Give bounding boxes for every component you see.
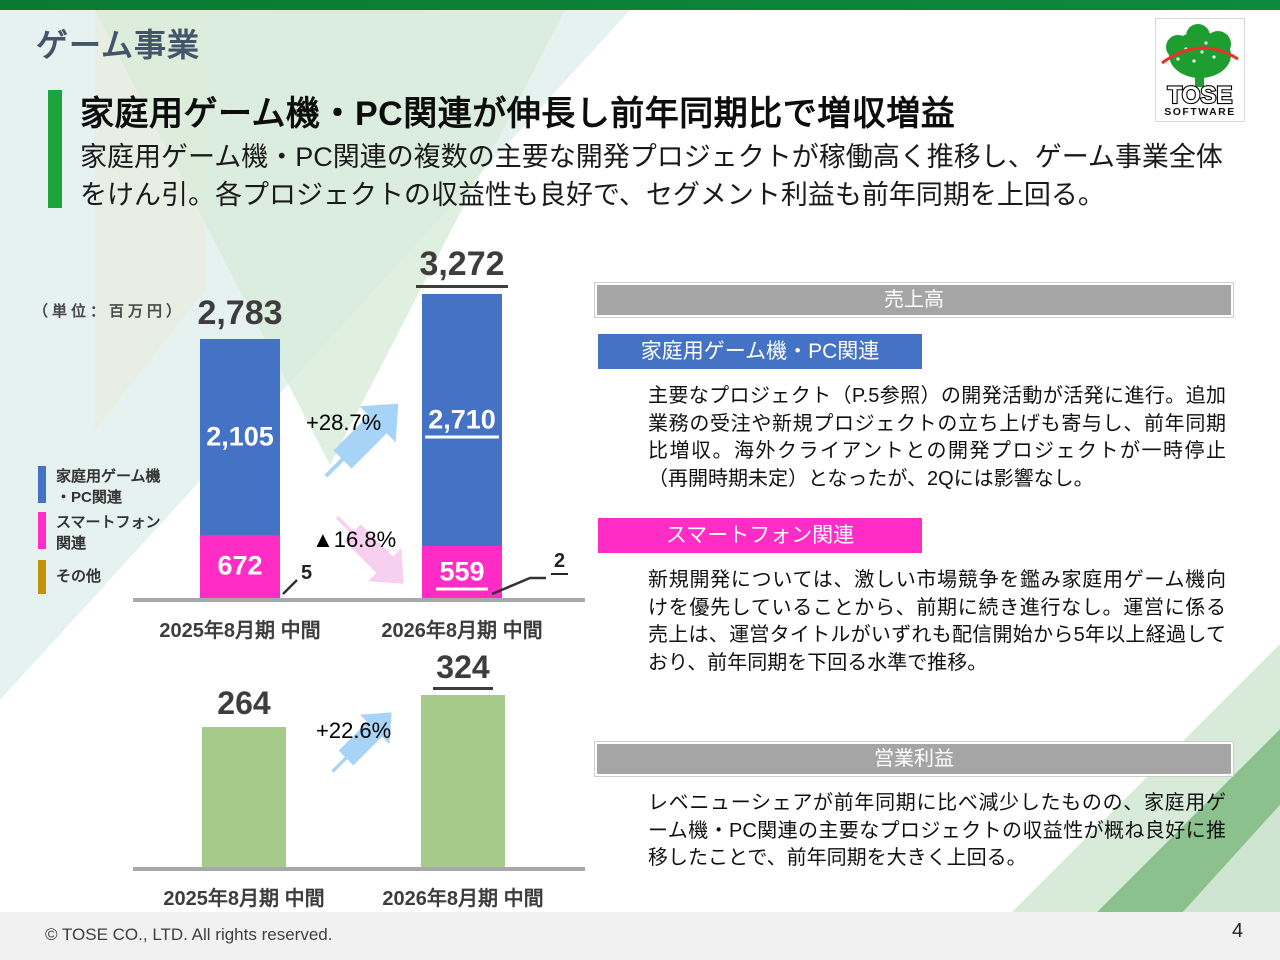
smartphone-change-label: ▲16.8% [312, 527, 397, 552]
copyright-text: © TOSE CO., LTD. All rights reserved. [45, 925, 333, 944]
top-green-strip [0, 0, 1280, 10]
profit-axis-line [133, 867, 585, 871]
legend-chip-smartphone [38, 512, 46, 549]
profit-chart: 264 324 [133, 649, 585, 871]
red-arc-icon [1161, 46, 1239, 65]
legend-chip-other [38, 560, 46, 594]
profit-label-2026: 324 [393, 649, 533, 691]
sales-xlabel-2026: 2026年8月期 中間 [381, 620, 543, 642]
sales-xlabel-2025: 2025年8月期 中間 [159, 620, 321, 642]
unit-label: （単位：百万円） [33, 303, 186, 320]
profit-commentary: レベニューシェアが前年同期に比べ減少したものの、家庭用ゲーム機・PC関連の主要な… [648, 792, 1226, 869]
console-pc-commentary: 主要なプロジェクト（P.5参照）の開発活動が活発に進行。追加業務の受注や新規プロ… [648, 385, 1226, 490]
sales-chart: 672 2,105 559 2,710 2,783 3,272 [133, 245, 585, 602]
legend-label-smartphone: スマートフォン 関連 [56, 514, 161, 552]
slide-lead-text: 家庭用ゲーム機・PC関連の複数の主要な開発プロジェクトが稼働高く推移し、ゲーム事… [80, 142, 1223, 210]
profit-xlabel-2025: 2025年8月期 中間 [163, 888, 325, 910]
section-header-sales: 売上高 [595, 283, 1233, 317]
profit-label-2025: 264 [217, 685, 271, 721]
green-accent-bar [48, 90, 62, 208]
page-title: ゲーム事業 [36, 27, 201, 63]
tree-icon [1166, 24, 1231, 87]
profit-change-label: +22.6% [316, 718, 392, 743]
footer-band [0, 912, 1280, 960]
logo-text-software: SOFTWARE [1164, 106, 1236, 118]
profit-xlabel-2026: 2026年8月期 中間 [382, 888, 544, 910]
total-label-2026: 3,272 [392, 245, 532, 288]
segment-smartphone: 672 [200, 535, 280, 598]
smartphone-commentary: 新規開発については、激しい市場競争を鑑み家庭用ゲーム機向けを優先していることから… [648, 569, 1226, 674]
profit-increase-arrow-icon [331, 712, 392, 773]
subsection-header-smartphone: スマートフォン関連 [598, 518, 922, 553]
segment-console-pc: 2,105 [200, 339, 280, 535]
sales-axis-line [133, 598, 585, 602]
total-label-2025: 2,783 [197, 294, 283, 333]
sales-bar-2026: 559 2,710 [422, 293, 502, 598]
profit-bar-2026 [421, 695, 505, 867]
decrease-arrow-icon [335, 515, 404, 584]
segment-value: 2,710 [425, 404, 499, 439]
section-header-profit: 営業利益 [595, 742, 1233, 776]
segment-value: 2,105 [206, 421, 274, 452]
segment-value: 559 [436, 556, 488, 591]
other-value-2026: 2 [551, 550, 569, 575]
legend-chip-console [38, 466, 46, 503]
legend-label-other: その他 [56, 568, 102, 585]
subsection-header-console-pc: 家庭用ゲーム機・PC関連 [598, 334, 922, 369]
tose-logo: TOSE SOFTWARE [1155, 18, 1245, 122]
profit-bar-2025 [202, 727, 286, 867]
slide-heading: 家庭用ゲーム機・PC関連が伸長し前年同期比で増収増益 [80, 95, 956, 133]
legend-label-console: 家庭用ゲーム機 ・PC関連 [56, 468, 161, 506]
sales-change-label: +28.7% [306, 410, 382, 435]
segment-smartphone: 559 [422, 545, 502, 598]
sales-bar-2025: 672 2,105 [200, 339, 280, 598]
segment-console-pc: 2,710 [422, 293, 502, 546]
logo-text-tose: TOSE [1168, 82, 1233, 109]
increase-arrow-icon [324, 403, 399, 478]
other-value-2025: 5 [301, 562, 313, 584]
page-number: 4 [1232, 920, 1244, 942]
segment-value: 672 [217, 550, 263, 581]
